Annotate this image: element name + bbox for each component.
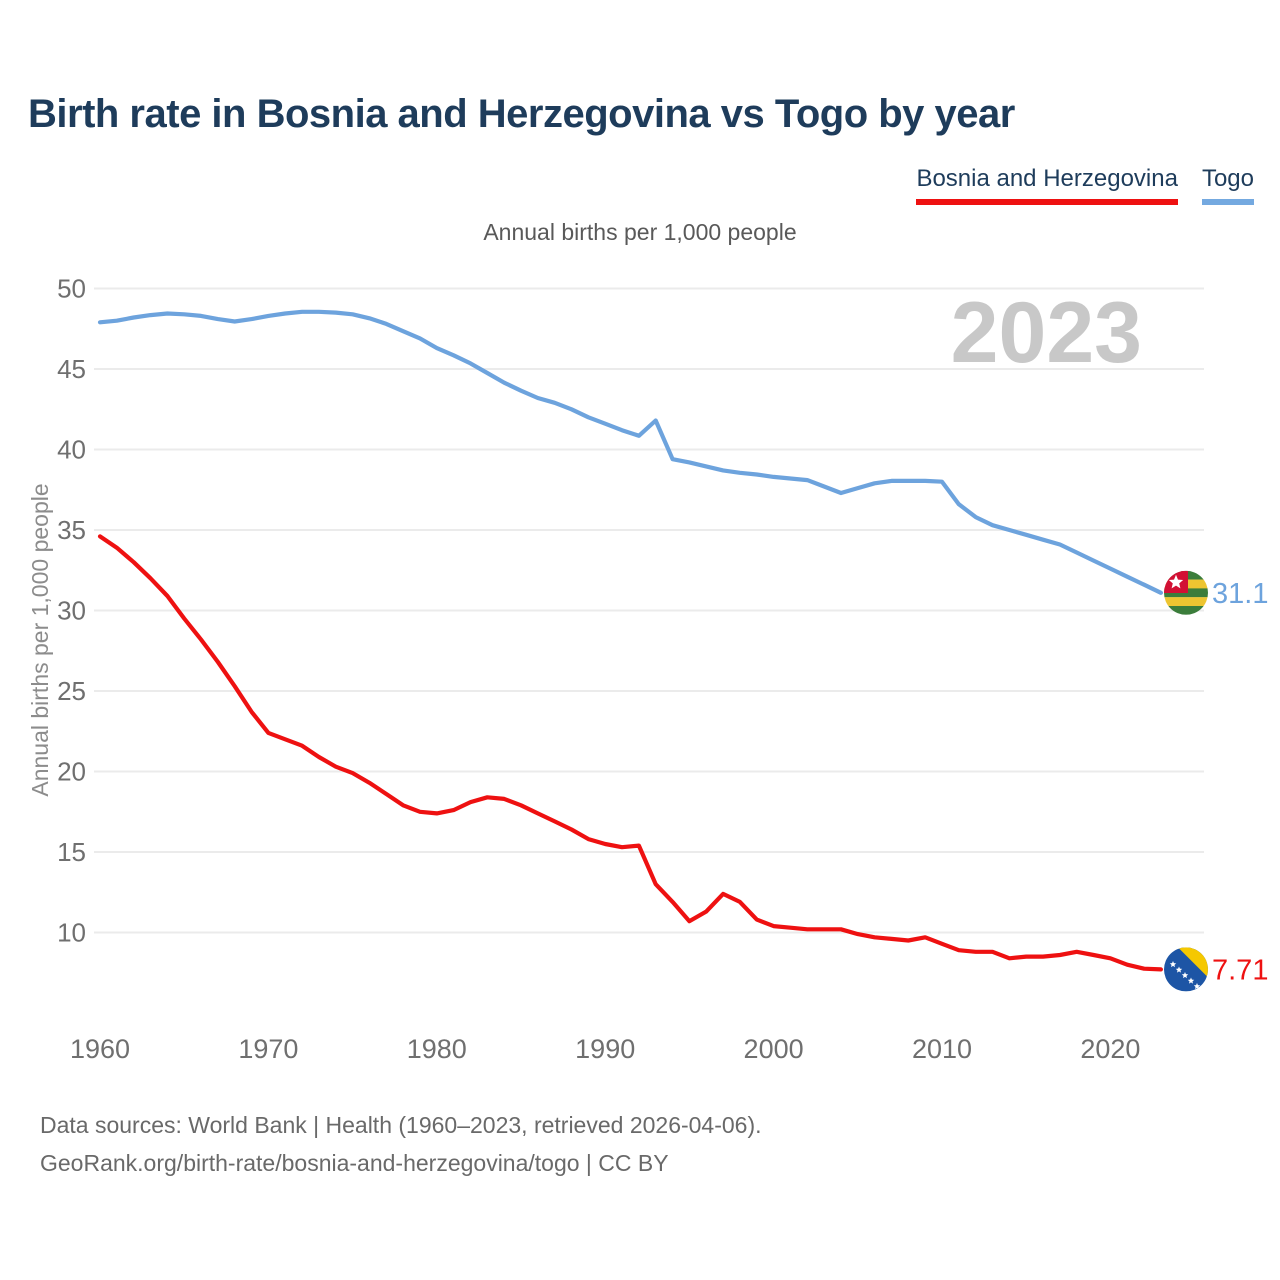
footer-data-sources: Data sources: World Bank | Health (1960–…: [40, 1112, 762, 1138]
end-value-label-bosnia: 7.71: [1212, 954, 1268, 986]
chart-subtitle: Annual births per 1,000 people: [483, 219, 797, 245]
y-tick-label: 45: [57, 354, 86, 384]
y-axis-title: Annual births per 1,000 people: [27, 483, 53, 796]
watermark-year: 2023: [951, 285, 1142, 381]
y-tick-label: 50: [57, 274, 86, 304]
series-line-bosnia: [97, 534, 1164, 972]
y-tick-label: 40: [57, 435, 86, 465]
x-tick-label: 1970: [238, 1034, 298, 1064]
togo-flag-icon: [1164, 570, 1208, 615]
y-tick-label: 20: [57, 757, 86, 787]
y-tick-label: 35: [57, 515, 86, 545]
y-tick-label: 15: [57, 837, 86, 867]
y-tick-label: 10: [57, 918, 86, 948]
end-value-label-togo: 31.1: [1212, 578, 1268, 610]
y-tick-label: 30: [57, 596, 86, 626]
y-tick-label: 25: [57, 676, 86, 706]
x-tick-label: 1960: [70, 1034, 130, 1064]
x-tick-label: 2000: [744, 1034, 804, 1064]
legend: Bosnia and Herzegovina Togo: [916, 165, 1254, 206]
legend-item-togo[interactable]: Togo: [1201, 165, 1254, 206]
bosnia-flag-icon: [1164, 947, 1208, 992]
footer: Data sources: World Bank | Health (1960–…: [40, 1106, 762, 1182]
x-tick-label: 2020: [1080, 1034, 1140, 1064]
page-title: Birth rate in Bosnia and Herzegovina vs …: [28, 92, 1015, 136]
legend-item-bosnia-and-herzegovina[interactable]: Bosnia and Herzegovina: [916, 165, 1178, 206]
series-line-togo: [97, 309, 1164, 595]
x-tick-label: 2010: [912, 1034, 972, 1064]
x-tick-label: 1980: [407, 1034, 467, 1064]
footer-attribution: GeoRank.org/birth-rate/bosnia-and-herzeg…: [40, 1150, 669, 1176]
x-tick-label: 1990: [575, 1034, 635, 1064]
